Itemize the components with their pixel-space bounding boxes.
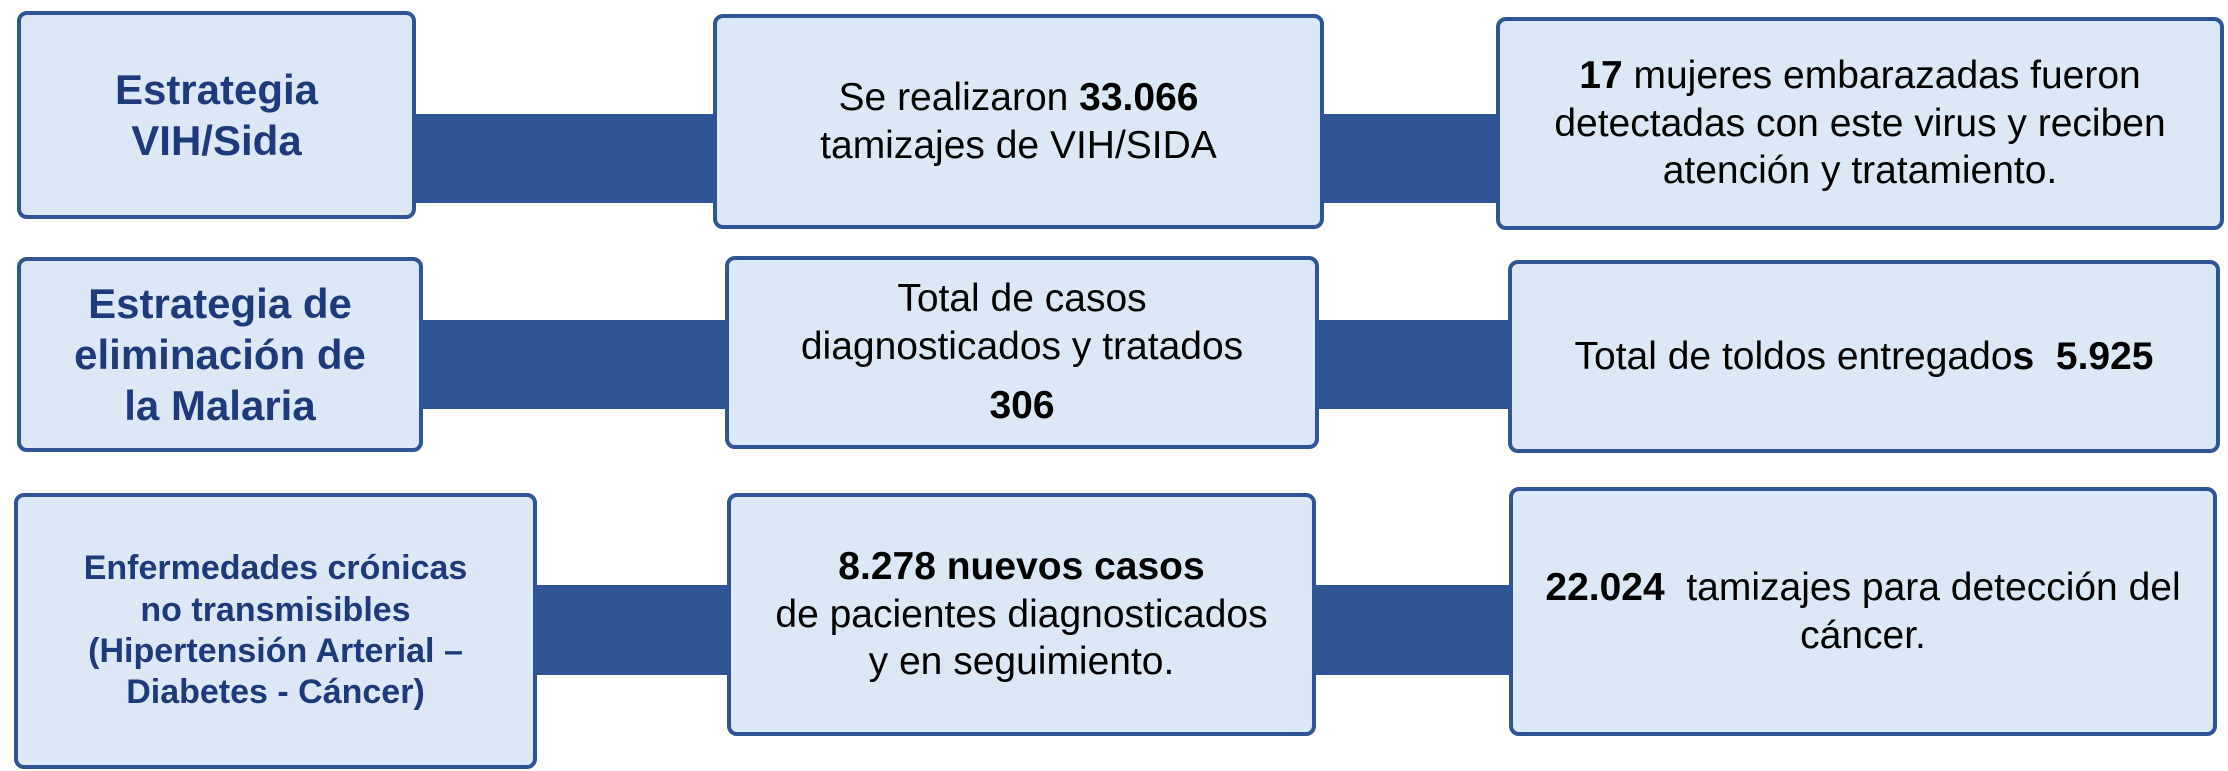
text-run: Se realizaron: [838, 75, 1080, 119]
text-run: mujeres embarazadas fueron: [1622, 54, 2141, 98]
result-box: Se realizaron 33.066 tamizajes de VIH/SID…: [713, 14, 1324, 229]
text-run: y en seguimiento.: [868, 640, 1175, 684]
strategy-box: Estrategia VIH/Sida: [17, 11, 416, 219]
title-line: eliminación de: [74, 330, 366, 378]
text-line: diagnosticados y tratados: [801, 323, 1243, 371]
text-line: atención y tratamiento.: [1663, 147, 2058, 195]
text-line: Total de casos: [897, 275, 1146, 323]
text-line: tamizajes de VIH/SIDA: [820, 122, 1217, 170]
text-run: 17: [1579, 54, 1623, 98]
title-line: VIH/Sida: [131, 117, 302, 164]
text-line: 306: [989, 382, 1054, 430]
title-line: no transmisibles: [140, 590, 411, 629]
text-line: 22.024 tamizajes para detección del: [1545, 564, 2180, 612]
text-run: Total de casos: [897, 277, 1147, 321]
title-line: (Hipertensión Arterial –: [88, 632, 463, 670]
text-run: 33.066: [1079, 75, 1199, 119]
result-box: Total de toldos entregados 5.925: [1508, 260, 2220, 453]
text-run: tamizajes de VIH/SIDA: [820, 123, 1217, 167]
title-line: Enfermedades crónicas: [83, 549, 468, 588]
text-line: de pacientes diagnosticados: [775, 591, 1267, 639]
text-run: diagnosticados y tratados: [800, 324, 1244, 368]
text-line: Se realizaron 33.066: [839, 74, 1199, 122]
text-run: de pacientes diagnosticados: [775, 592, 1268, 636]
text-line: Total de toldos entregados 5.925: [1575, 333, 2154, 381]
result-box: Total de casos diagnosticados y tratados 3…: [725, 256, 1319, 449]
text-line: 17 mujeres embarazadas fueron: [1579, 52, 2141, 100]
text-run: 22.024: [1545, 565, 1665, 609]
title-line: Estrategia: [114, 65, 319, 113]
result-box: 22.024 tamizajes para detección del cánce…: [1509, 487, 2217, 736]
text-line: cáncer.: [1800, 612, 1926, 660]
result-box: 17 mujeres embarazadas fueron detectadas …: [1496, 17, 2224, 230]
strategy-box: Estrategia de eliminación de la Malaria: [17, 257, 423, 452]
text-run: cáncer.: [1800, 613, 1926, 657]
result-box: 8.278 nuevos casos de pacientes diagnosti…: [727, 493, 1316, 736]
text-run: detectadas con este virus y reciben: [1554, 101, 2166, 145]
title-line: la Malaria: [124, 382, 316, 430]
text-line: 8.278 nuevos casos: [838, 543, 1204, 591]
strategy-box: Enfermedades crónicas no transmisibles (Hi…: [14, 493, 537, 769]
text-run: tamizajes para detección del: [1664, 565, 2181, 609]
text-run: Total de toldos entregado: [1574, 334, 2013, 378]
title-line: Diabetes - Cáncer): [126, 673, 425, 712]
text-run: 8.278 nuevos casos: [838, 545, 1205, 589]
text-line: y en seguimiento.: [869, 638, 1175, 686]
text-run: s 5.925: [2012, 334, 2154, 378]
text-run: 306: [989, 384, 1055, 428]
title-line: Estrategia de: [88, 279, 352, 327]
text-line: detectadas con este virus y reciben: [1554, 100, 2165, 148]
text-run: atención y tratamiento.: [1662, 149, 2058, 193]
